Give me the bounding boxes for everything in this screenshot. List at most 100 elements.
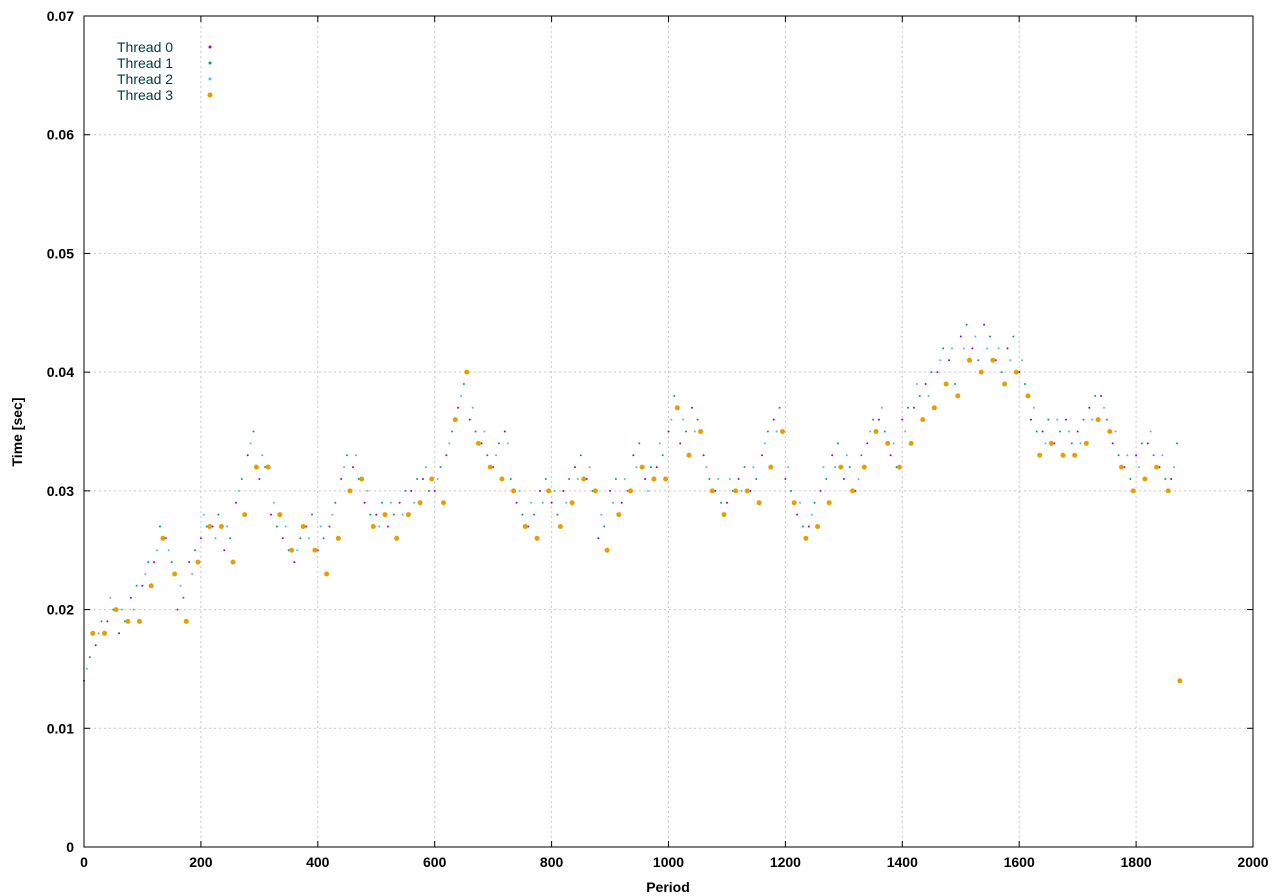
data-point (223, 549, 226, 552)
data-point (1177, 678, 1183, 684)
data-point (498, 442, 500, 445)
y-tick-label: 0 (66, 839, 74, 855)
data-point (237, 489, 240, 492)
axis-ticks (83, 15, 1254, 848)
data-point (743, 466, 746, 469)
data-point (410, 489, 413, 492)
data-point (270, 513, 272, 516)
data-point (616, 512, 622, 518)
data-point (334, 501, 337, 504)
data-point (775, 430, 778, 433)
data-point (614, 478, 617, 480)
data-point (763, 442, 766, 445)
tick-labels: 0 200 400 600 800 1000 1200 1400 1600 1800 2000 0 0.… (47, 8, 1269, 870)
data-point (651, 476, 657, 482)
data-point (822, 466, 825, 469)
data-point (780, 429, 785, 434)
data-point (354, 454, 357, 457)
data-point (838, 464, 844, 470)
data-point (90, 630, 96, 636)
data-point (915, 383, 918, 385)
data-point (429, 476, 435, 482)
data-point (363, 501, 366, 504)
x-tick-label: 1400 (887, 854, 918, 870)
data-point (464, 369, 470, 375)
data-point (462, 383, 465, 385)
data-point (974, 335, 977, 338)
data-point (1006, 347, 1009, 350)
data-point (240, 478, 243, 480)
data-point (768, 464, 774, 470)
data-point (1103, 406, 1105, 409)
data-point (714, 489, 717, 492)
data-point (943, 381, 949, 387)
data-point (217, 513, 220, 516)
data-point (495, 454, 498, 457)
data-point (682, 418, 685, 421)
data-point (1029, 418, 1032, 421)
data-point (398, 501, 401, 504)
data-point (581, 476, 587, 482)
data-point (346, 454, 348, 457)
data-point (300, 524, 306, 529)
data-point (533, 513, 536, 516)
x-tick-label: 0 (80, 854, 88, 870)
data-point (546, 488, 552, 494)
y-tick-label: 0.07 (47, 8, 74, 24)
data-point (690, 406, 693, 409)
data-point (990, 357, 996, 363)
data-point (562, 489, 565, 492)
data-point (252, 430, 255, 433)
data-point (1091, 418, 1094, 421)
data-point (661, 454, 664, 457)
data-point (702, 454, 705, 457)
data-point (801, 525, 804, 528)
data-point (1152, 454, 1155, 457)
data-point (686, 452, 692, 458)
data-point (85, 667, 88, 670)
data-point (568, 478, 571, 480)
data-point (813, 501, 816, 504)
x-tick-label: 600 (423, 854, 447, 870)
data-point (962, 347, 965, 350)
data-point (194, 549, 197, 552)
data-point (1170, 478, 1173, 480)
data-point (685, 430, 687, 433)
data-point (1041, 430, 1044, 433)
data-point (931, 405, 937, 411)
data-point (281, 537, 284, 540)
data-point (249, 442, 252, 445)
data-point (609, 489, 612, 492)
data-point (401, 513, 404, 516)
data-point (761, 454, 763, 457)
data-point (253, 464, 259, 470)
data-point (907, 406, 910, 409)
data-point (503, 430, 506, 433)
data-point (557, 524, 563, 529)
data-point (1107, 429, 1113, 434)
data-point (986, 347, 989, 350)
data-point (522, 524, 528, 529)
data-point (639, 464, 645, 470)
data-point (340, 478, 343, 480)
data-point (445, 454, 448, 457)
data-point (872, 418, 875, 421)
data-point (1173, 466, 1176, 469)
data-point (359, 476, 365, 482)
data-point (331, 513, 334, 516)
data-point (1079, 442, 1082, 445)
data-point (521, 513, 524, 516)
data-point (202, 513, 205, 516)
data-point (989, 335, 991, 338)
data-point (486, 454, 489, 457)
data-point (506, 442, 509, 445)
data-point (635, 466, 638, 469)
data-point (312, 547, 318, 553)
data-point (815, 524, 820, 529)
data-point (920, 417, 926, 423)
data-point (913, 406, 915, 409)
data-point (556, 513, 559, 516)
data-point (807, 525, 810, 528)
data-point (457, 406, 460, 409)
data-point (347, 488, 353, 494)
